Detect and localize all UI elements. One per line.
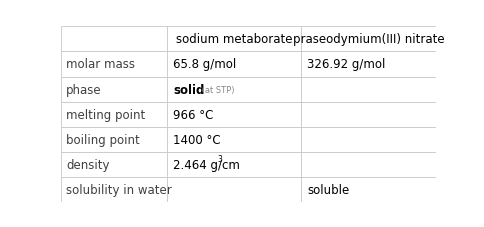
Text: 3: 3 <box>217 155 222 164</box>
Bar <box>60 177 167 202</box>
Bar <box>167 127 302 152</box>
Bar <box>302 77 436 102</box>
Bar <box>302 127 436 152</box>
Text: boiling point: boiling point <box>66 133 140 146</box>
Text: 1400 °C: 1400 °C <box>173 133 221 146</box>
Text: 65.8 g/mol: 65.8 g/mol <box>173 58 236 71</box>
Text: praseodymium(III) nitrate: praseodymium(III) nitrate <box>293 33 444 46</box>
Text: density: density <box>66 158 110 171</box>
Bar <box>60 152 167 177</box>
Bar <box>302 52 436 77</box>
Text: 326.92 g/mol: 326.92 g/mol <box>307 58 385 71</box>
Bar <box>60 52 167 77</box>
Bar <box>60 102 167 127</box>
Bar <box>60 77 167 102</box>
Bar <box>167 177 302 202</box>
Bar <box>167 27 302 52</box>
Bar <box>167 77 302 102</box>
Text: solid: solid <box>173 83 204 96</box>
Bar <box>302 27 436 52</box>
Bar <box>167 52 302 77</box>
Bar <box>302 102 436 127</box>
Bar <box>302 152 436 177</box>
Bar <box>167 152 302 177</box>
Text: melting point: melting point <box>66 108 145 121</box>
Text: 2.464 g/cm: 2.464 g/cm <box>173 158 240 171</box>
Text: solubility in water: solubility in water <box>66 183 172 196</box>
Text: molar mass: molar mass <box>66 58 135 71</box>
Text: soluble: soluble <box>307 183 349 196</box>
Text: (at STP): (at STP) <box>198 85 234 94</box>
Bar <box>60 27 167 52</box>
Bar <box>167 102 302 127</box>
Text: phase: phase <box>66 83 102 96</box>
Bar <box>60 127 167 152</box>
Bar <box>302 177 436 202</box>
Text: sodium metaborate: sodium metaborate <box>176 33 293 46</box>
Text: 966 °C: 966 °C <box>173 108 213 121</box>
